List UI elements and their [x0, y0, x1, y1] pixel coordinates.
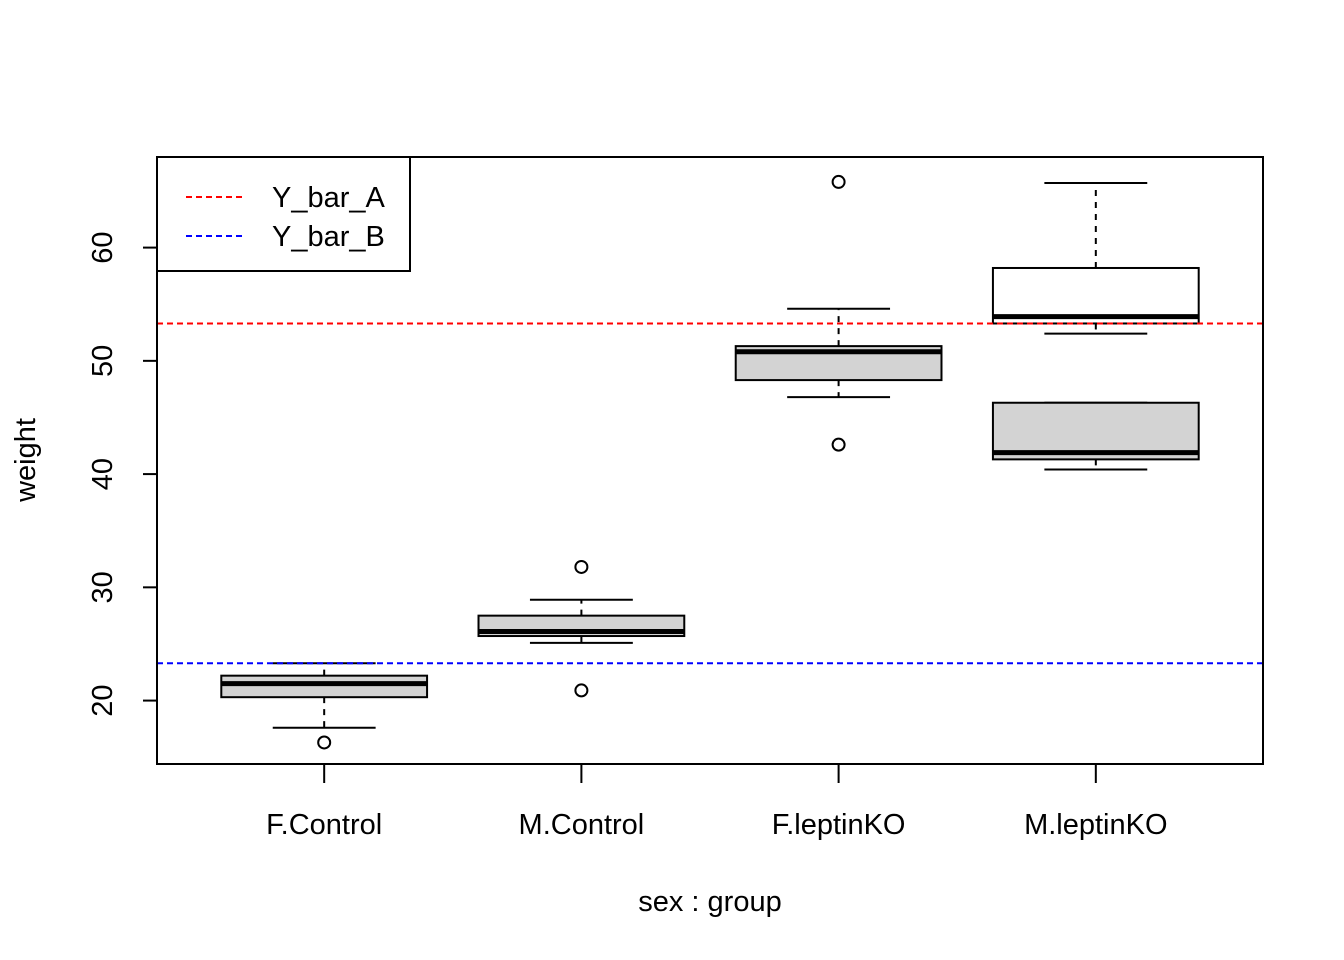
reference-lines [157, 322, 1263, 665]
y-tick-label: 30 [87, 571, 119, 603]
box-m-leptinko-3 [991, 182, 1200, 335]
x-axis-title: sex : group [638, 886, 781, 918]
box-body [991, 401, 1200, 461]
outlier-point [574, 559, 589, 574]
y-tick-label: 50 [87, 345, 119, 377]
x-tick-label: F.leptinKO [772, 809, 906, 841]
plot-frame [156, 156, 1264, 765]
x-axis: F.Control M.Control F.leptinKO M.leptinKO [266, 764, 1168, 841]
x-tick-label: M.Control [519, 809, 645, 841]
x-tick-label: F.Control [266, 809, 382, 841]
y-tick-label: 40 [87, 458, 119, 490]
y-tick-label: 20 [87, 684, 119, 716]
legend: Y_bar_A Y_bar_B [156, 156, 411, 272]
outlier-point [574, 683, 589, 698]
box-f-leptinko-2 [734, 174, 943, 452]
legend-label: Y_bar_A [272, 182, 386, 214]
x-tick-label: M.leptinKO [1024, 809, 1167, 841]
data-layer [220, 174, 1200, 750]
box-body [220, 674, 429, 699]
outlier-point [831, 174, 846, 189]
y-tick-label: 60 [87, 231, 119, 263]
outlier-point [831, 437, 846, 452]
box-m-leptinko-4 [991, 401, 1200, 471]
legend-label: Y_bar_B [272, 221, 385, 253]
outlier-point [317, 735, 332, 750]
y-axis-title: weight [10, 418, 42, 503]
y-axis: 20 30 40 50 60 [87, 231, 157, 717]
legend-box [156, 156, 411, 272]
box-f-control-0 [220, 662, 429, 750]
box-m-control-1 [477, 559, 686, 698]
